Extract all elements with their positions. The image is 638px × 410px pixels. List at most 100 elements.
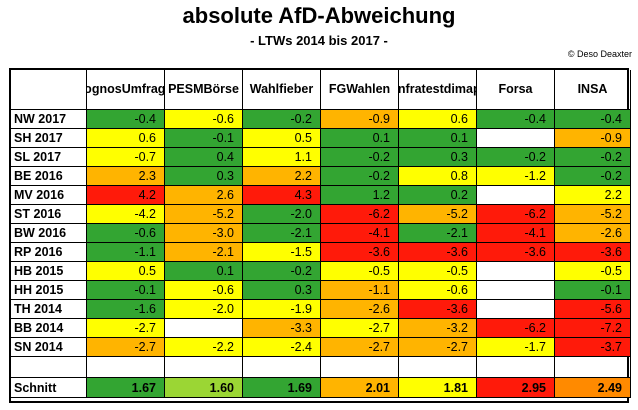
average-cell: 1.69 xyxy=(243,378,321,398)
table-cell xyxy=(165,319,243,338)
table-cell: 4.3 xyxy=(243,186,321,205)
spacer-cell xyxy=(399,357,477,378)
column-header-line: Wahlen xyxy=(346,82,391,96)
average-label: Schnitt xyxy=(11,378,87,398)
table-cell: -5.2 xyxy=(165,205,243,224)
table-cell: -5.2 xyxy=(555,205,631,224)
table-cell: -4.1 xyxy=(321,224,399,243)
column-header-line: Infratest xyxy=(399,82,444,96)
table-cell: -2.6 xyxy=(321,300,399,319)
column-header-line: FG xyxy=(328,82,347,96)
column-header-line: Prognos xyxy=(87,82,122,96)
table-cell: -6.2 xyxy=(477,205,555,224)
table-cell: -0.5 xyxy=(555,262,631,281)
page-title: absolute AfD-Abweichung xyxy=(182,3,456,28)
row-label: SL 2017 xyxy=(11,148,87,167)
table-cell: -0.2 xyxy=(321,167,399,186)
table-cell: -0.2 xyxy=(555,148,631,167)
average-cell: 2.01 xyxy=(321,378,399,398)
table-cell: 0.6 xyxy=(399,110,477,129)
row-label: SH 2017 xyxy=(11,129,87,148)
table-cell: -0.6 xyxy=(399,281,477,300)
table-cell xyxy=(477,129,555,148)
spacer-cell xyxy=(165,357,243,378)
table-cell: -1.1 xyxy=(87,243,165,262)
column-header-line: dimap xyxy=(443,82,477,96)
row-label: NW 2017 xyxy=(11,110,87,129)
spacer-cell xyxy=(11,357,87,378)
table-cell: -2.7 xyxy=(87,338,165,357)
table-cell: -0.5 xyxy=(399,262,477,281)
table-cell xyxy=(477,262,555,281)
row-label: BB 2014 xyxy=(11,319,87,338)
table-cell: 0.3 xyxy=(399,148,477,167)
table-cell: 0.1 xyxy=(321,129,399,148)
table-cell: 0.3 xyxy=(243,281,321,300)
table-cell: -0.1 xyxy=(87,281,165,300)
spacer-cell xyxy=(87,357,165,378)
row-label: HH 2015 xyxy=(11,281,87,300)
table-cell: -2.1 xyxy=(243,224,321,243)
table-cell: -1.6 xyxy=(87,300,165,319)
table-cell: -2.7 xyxy=(87,319,165,338)
table-cell: -0.2 xyxy=(321,148,399,167)
row-label: SN 2014 xyxy=(11,338,87,357)
table-cell: -3.6 xyxy=(477,243,555,262)
header-corner xyxy=(11,70,87,110)
table-cell: -3.6 xyxy=(399,243,477,262)
column-header: INSA xyxy=(555,70,631,110)
table-cell: -1.9 xyxy=(243,300,321,319)
table-cell: -2.0 xyxy=(243,205,321,224)
column-header: PrognosUmfragen xyxy=(87,70,165,110)
table-cell: -2.0 xyxy=(165,300,243,319)
table-cell: -0.4 xyxy=(477,110,555,129)
table-cell: -2.1 xyxy=(399,224,477,243)
table-cell: -3.6 xyxy=(555,243,631,262)
column-header-line: Wahl xyxy=(249,82,280,96)
table-cell: -0.6 xyxy=(165,110,243,129)
table-cell: -1.5 xyxy=(243,243,321,262)
table-cell: 0.3 xyxy=(165,167,243,186)
spacer-cell xyxy=(555,357,631,378)
table-cell: -0.2 xyxy=(477,148,555,167)
spacer-cell xyxy=(477,357,555,378)
average-cell: 2.49 xyxy=(555,378,631,398)
table-cell: 2.3 xyxy=(87,167,165,186)
column-header: Wahl fieber xyxy=(243,70,321,110)
table-cell: -2.2 xyxy=(165,338,243,357)
column-header-line: Forsa xyxy=(498,82,533,96)
spacer-cell xyxy=(321,357,399,378)
column-header-line: Börse xyxy=(203,82,239,96)
table-cell: -1.2 xyxy=(477,167,555,186)
table-cell: -2.7 xyxy=(321,319,399,338)
column-header-line: Umfragen xyxy=(121,82,165,96)
table-cell: 4.2 xyxy=(87,186,165,205)
table-cell: -0.6 xyxy=(165,281,243,300)
table-cell: -3.6 xyxy=(399,300,477,319)
table-cell: -1.7 xyxy=(477,338,555,357)
table-cell: -2.7 xyxy=(321,338,399,357)
table-cell: 0.1 xyxy=(399,129,477,148)
table-cell xyxy=(477,186,555,205)
table-cell: -0.9 xyxy=(321,110,399,129)
table-cell: -1.1 xyxy=(321,281,399,300)
row-label: BE 2016 xyxy=(11,167,87,186)
table-cell xyxy=(477,300,555,319)
table-cell: -5.2 xyxy=(399,205,477,224)
row-label: TH 2014 xyxy=(11,300,87,319)
average-cell: 1.81 xyxy=(399,378,477,398)
column-header: PESM Börse xyxy=(165,70,243,110)
table-cell: 0.1 xyxy=(165,262,243,281)
column-header-line: fieber xyxy=(279,82,314,96)
table-cell: -0.1 xyxy=(165,129,243,148)
average-cell: 1.67 xyxy=(87,378,165,398)
average-cell: 1.60 xyxy=(165,378,243,398)
table-cell: 0.5 xyxy=(87,262,165,281)
column-header: Forsa xyxy=(477,70,555,110)
table-cell: 1.2 xyxy=(321,186,399,205)
table-cell: -6.2 xyxy=(321,205,399,224)
table-cell: -0.9 xyxy=(555,129,631,148)
table-cell: -0.1 xyxy=(555,281,631,300)
table-cell: 2.2 xyxy=(555,186,631,205)
row-label: RP 2016 xyxy=(11,243,87,262)
